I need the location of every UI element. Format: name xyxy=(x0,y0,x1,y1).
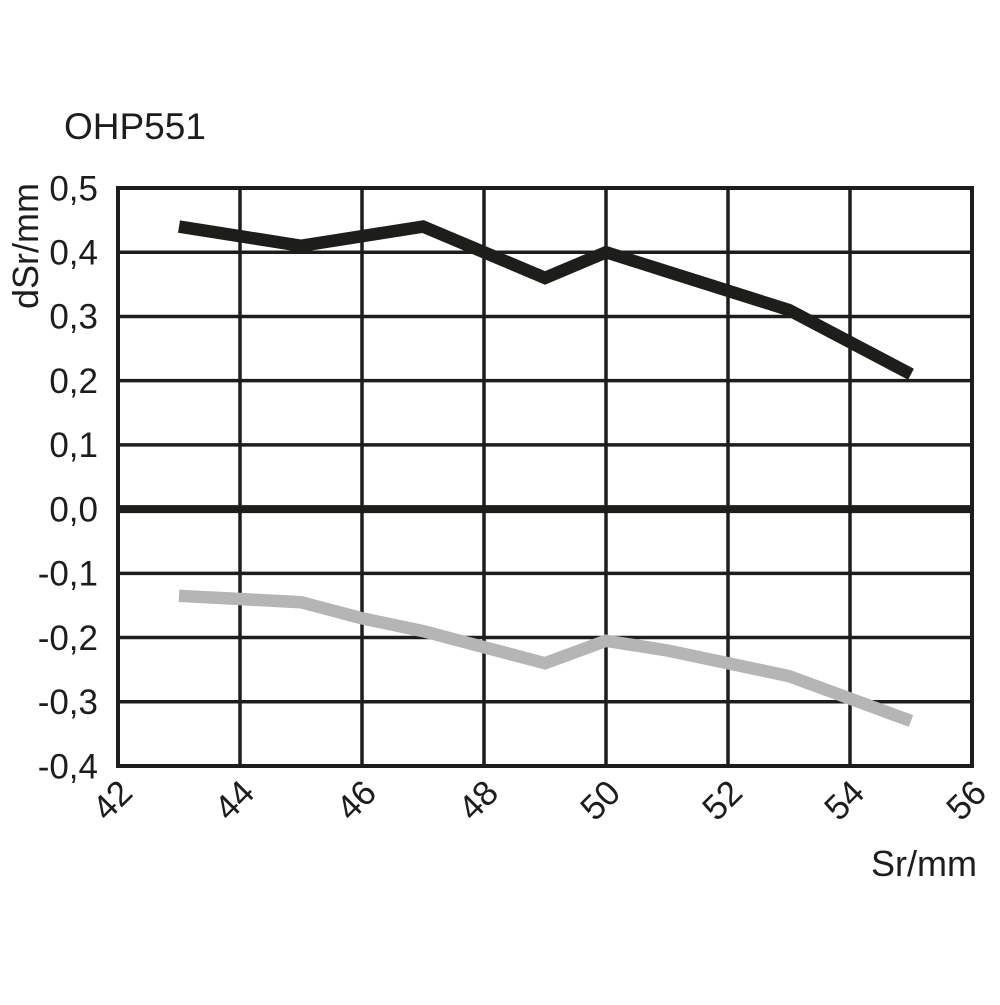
y-tick-label: 0,5 xyxy=(49,169,98,208)
x-axis-label: Sr/mm xyxy=(871,843,977,884)
x-tick-labels: 42 44 46 48 50 52 54 56 xyxy=(85,773,994,828)
x-tick-label: 48 xyxy=(451,773,506,828)
y-axis-label: dSr/mm xyxy=(5,183,46,309)
y-tick-label: -0,2 xyxy=(38,619,98,658)
y-tick-labels: 0,5 0,4 0,3 0,2 0,1 0,0 -0,1 -0,2 -0,3 -0,4 xyxy=(38,169,98,786)
series-lower-line xyxy=(178,589,914,727)
x-tick-label: 54 xyxy=(817,773,872,828)
y-tick-label: 0,3 xyxy=(49,298,98,337)
y-tick-label: -0,4 xyxy=(38,747,98,786)
chart-title: OHP551 xyxy=(64,106,206,147)
y-tick-label: 0,0 xyxy=(49,490,98,529)
gridlines xyxy=(118,188,972,766)
x-tick-label: 50 xyxy=(573,773,628,828)
x-tick-label: 56 xyxy=(939,773,994,828)
y-tick-label: 0,2 xyxy=(49,362,98,401)
series-upper-line xyxy=(178,220,914,380)
x-tick-label: 44 xyxy=(207,773,262,828)
plot-frame xyxy=(116,186,974,768)
y-tick-label: -0,1 xyxy=(38,555,98,594)
y-tick-label: 0,1 xyxy=(49,426,98,465)
plot-frame-group xyxy=(116,186,974,768)
data-series-group xyxy=(178,220,914,727)
y-tick-label: 0,4 xyxy=(49,233,98,272)
y-tick-label: -0,3 xyxy=(38,683,98,722)
x-tick-label: 46 xyxy=(329,773,384,828)
x-tick-label: 52 xyxy=(695,773,750,828)
